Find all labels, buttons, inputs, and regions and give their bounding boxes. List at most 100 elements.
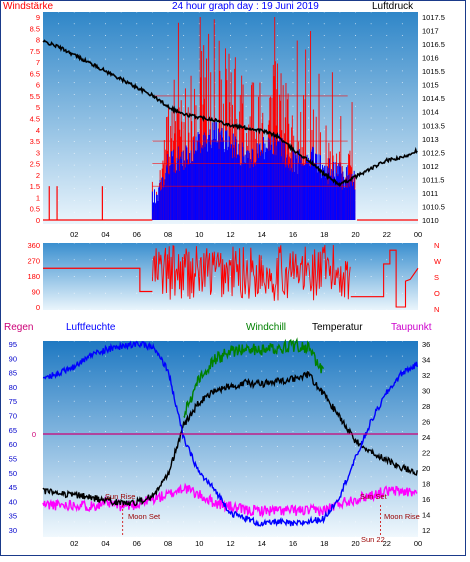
- bottom-grid-dot: [151, 370, 153, 372]
- top-grid-dot: [245, 82, 247, 84]
- bottom-grid-dot: [167, 340, 169, 342]
- top-grid-dot: [355, 58, 356, 60]
- bottom-grid-dot: [198, 370, 200, 372]
- top-grid-dot: [401, 46, 403, 48]
- bottom-grid-dot: [370, 430, 372, 432]
- top-grid-dot: [89, 176, 91, 178]
- top-grid-dot: [230, 11, 231, 13]
- top-grid-dot: [120, 23, 122, 25]
- top-grid-dot: [198, 58, 200, 60]
- top-x-tick-label: 06: [133, 230, 141, 239]
- top-grid-dot: [339, 105, 341, 107]
- top-grid-dot: [292, 105, 294, 107]
- bottom-grid-dot: [230, 536, 231, 538]
- bottom-grid-dot: [339, 446, 341, 448]
- direction-grid-dot: [58, 309, 60, 311]
- top-grid-dot: [183, 11, 185, 13]
- top-grid-dot: [323, 117, 325, 119]
- top-grid-dot: [308, 35, 310, 37]
- top-grid-dot: [401, 211, 403, 213]
- direction-grid-dot: [386, 259, 388, 261]
- direction-grid-dot: [308, 276, 310, 277]
- bottom-x-tick-label: 04: [101, 539, 109, 548]
- pressure-tick-label: 1015.5: [422, 67, 445, 76]
- direction-grid-dot: [292, 309, 294, 311]
- bottom-grid-dot: [73, 400, 75, 402]
- direction-grid-dot: [370, 309, 372, 311]
- bottom-grid-dot: [308, 355, 310, 357]
- bottom-grid-dot: [245, 430, 247, 432]
- bottom-grid-dot: [120, 385, 122, 387]
- bottom-grid-dot: [58, 385, 60, 387]
- bottom-grid-dot: [198, 340, 200, 342]
- top-grid-dot: [323, 164, 325, 166]
- wind-tick-label: 6.5: [30, 69, 40, 78]
- bottom-grid-dot: [245, 385, 247, 387]
- top-grid-dot: [58, 35, 60, 37]
- top-grid-dot: [136, 117, 138, 119]
- rain-zero-label: 0: [32, 430, 36, 439]
- direction-grid-dot: [323, 309, 325, 311]
- bottom-grid-dot: [58, 340, 60, 342]
- temperature-line: [42, 370, 418, 507]
- bottom-grid-dot: [198, 430, 200, 432]
- bottom-grid-dot: [276, 536, 278, 538]
- top-grid-dot: [370, 141, 372, 143]
- top-grid-dot: [120, 70, 122, 72]
- top-grid-dot: [230, 70, 231, 72]
- bottom-grid-dot: [183, 506, 185, 508]
- bottom-grid-dot: [292, 461, 294, 463]
- bottom-grid-dot: [167, 400, 169, 402]
- bottom-grid-dot: [261, 370, 263, 372]
- temperature-tick-label: 22: [422, 449, 430, 458]
- bottom-grid-dot: [261, 340, 263, 342]
- bottom-grid-dot: [276, 461, 278, 463]
- direction-line: [43, 267, 153, 293]
- dewpoint-label: Taupunkt: [391, 322, 432, 333]
- bottom-grid-dot: [198, 506, 200, 508]
- top-grid-dot: [105, 188, 106, 190]
- direction-grid-dot: [370, 292, 372, 294]
- bottom-grid-dot: [120, 400, 122, 402]
- temperature-tick-label: 20: [422, 464, 430, 473]
- top-grid-dot: [183, 117, 185, 119]
- bottom-grid-dot: [370, 340, 372, 342]
- top-grid-dot: [151, 46, 153, 48]
- direction-grid-dot: [136, 292, 138, 294]
- top-grid-dot: [401, 82, 403, 84]
- bottom-grid-dot: [73, 521, 75, 523]
- direction-grid-dot: [214, 309, 216, 311]
- top-grid-dot: [151, 35, 153, 37]
- bottom-grid-dot: [105, 491, 106, 493]
- direction-tick-label: 270: [27, 257, 40, 266]
- bottom-grid-dot: [386, 400, 388, 402]
- bottom-x-tick-label: 02: [70, 539, 78, 548]
- bottom-grid-dot: [261, 355, 263, 357]
- top-grid-dot: [386, 93, 388, 95]
- top-x-tick-label: 14: [258, 230, 266, 239]
- top-grid-dot: [214, 11, 216, 13]
- bottom-grid-dot: [136, 491, 138, 493]
- top-grid-dot: [355, 141, 356, 143]
- top-grid-dot: [323, 152, 325, 154]
- top-grid-dot: [183, 93, 185, 95]
- top-grid-dot: [136, 11, 138, 13]
- top-grid-dot: [198, 70, 200, 72]
- bottom-grid-dot: [73, 461, 75, 463]
- direction-grid-dot: [183, 292, 185, 294]
- direction-grid-dot: [73, 292, 75, 294]
- bottom-grid-dot: [339, 521, 341, 523]
- pressure-tick-label: 1015: [422, 81, 439, 90]
- top-grid-dot: [120, 129, 122, 131]
- top-grid-dot: [370, 188, 372, 190]
- top-grid-dot: [370, 223, 372, 225]
- top-grid-dot: [401, 117, 403, 119]
- bottom-grid-dot: [386, 476, 388, 478]
- top-grid-dot: [355, 23, 356, 25]
- direction-grid-dot: [261, 309, 263, 311]
- direction-grid-dot: [370, 276, 372, 277]
- top-grid-dot: [183, 35, 185, 37]
- bottom-grid-dot: [339, 430, 341, 432]
- bottom-grid-dot: [198, 476, 200, 478]
- top-grid-dot: [339, 46, 341, 48]
